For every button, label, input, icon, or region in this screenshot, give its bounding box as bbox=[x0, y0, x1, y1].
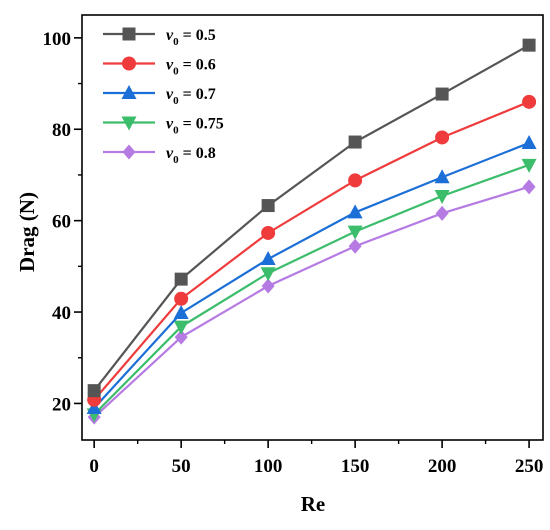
data-point bbox=[348, 135, 362, 149]
data-point bbox=[522, 38, 536, 52]
data-point bbox=[260, 267, 276, 282]
legend-marker bbox=[121, 85, 137, 99]
data-point bbox=[347, 204, 363, 219]
series-line bbox=[93, 163, 530, 416]
x-tick-label: 150 bbox=[341, 456, 370, 477]
data-point bbox=[521, 134, 537, 149]
data-point bbox=[261, 199, 275, 213]
x-tick-label: 50 bbox=[172, 456, 191, 477]
legend-label: v0 = 0.5 bbox=[166, 27, 216, 48]
data-point bbox=[174, 291, 189, 306]
data-point bbox=[174, 329, 188, 345]
y-tick-label: 60 bbox=[52, 212, 71, 233]
x-tick-label: 100 bbox=[254, 456, 283, 477]
data-point bbox=[521, 158, 537, 173]
data-point bbox=[522, 179, 536, 195]
data-point bbox=[87, 384, 101, 398]
legend-marker bbox=[122, 144, 136, 160]
legend-label: v0 = 0.75 bbox=[166, 116, 224, 137]
series-line bbox=[93, 100, 530, 401]
series-line bbox=[93, 44, 530, 392]
y-tick-label: 20 bbox=[52, 394, 71, 415]
data-point bbox=[435, 87, 449, 101]
legend-label: v0 = 0.8 bbox=[166, 145, 216, 166]
legend-label: v0 = 0.6 bbox=[166, 57, 216, 78]
series-2 bbox=[86, 134, 537, 415]
legend-marker bbox=[122, 27, 136, 41]
data-point bbox=[261, 225, 276, 240]
x-axis-title: Re bbox=[301, 492, 326, 516]
legend: v0 = 0.5 v0 = 0.6 v0 = 0.7 v0 = 0.75 v0 = 0.… bbox=[103, 27, 224, 166]
data-point bbox=[173, 320, 189, 335]
legend-label: v0 = 0.7 bbox=[166, 86, 216, 107]
y-tick-label: 100 bbox=[43, 29, 72, 50]
data-point bbox=[173, 304, 189, 319]
data-point bbox=[522, 94, 537, 109]
data-point bbox=[348, 173, 363, 188]
data-point bbox=[435, 205, 449, 221]
legend-item: v0 = 0.75 bbox=[103, 116, 224, 137]
series-4 bbox=[87, 179, 536, 425]
x-tick-label: 200 bbox=[428, 456, 457, 477]
x-tick-label: 250 bbox=[515, 456, 544, 477]
data-point bbox=[174, 272, 188, 286]
legend-marker bbox=[121, 116, 137, 131]
data-point bbox=[261, 278, 275, 294]
data-point bbox=[86, 400, 102, 415]
series-line bbox=[93, 141, 530, 409]
y-tick-label: 80 bbox=[52, 120, 71, 141]
legend-item: v0 = 0.6 bbox=[103, 56, 216, 78]
data-point bbox=[434, 169, 450, 184]
y-axis-title: Drag (N) bbox=[15, 192, 39, 272]
data-point bbox=[348, 238, 362, 254]
legend-item: v0 = 0.8 bbox=[103, 144, 216, 166]
y-tick-label: 40 bbox=[52, 303, 71, 324]
series-1 bbox=[87, 94, 537, 407]
plot-frame bbox=[81, 14, 544, 441]
series-0 bbox=[87, 38, 536, 398]
series-line bbox=[93, 185, 530, 418]
legend-item: v0 = 0.7 bbox=[103, 85, 216, 107]
data-point bbox=[347, 225, 363, 240]
data-point bbox=[434, 189, 450, 204]
legend-item: v0 = 0.5 bbox=[103, 27, 216, 48]
series-3 bbox=[86, 158, 537, 423]
legend-marker bbox=[122, 56, 136, 71]
data-point bbox=[435, 130, 450, 145]
x-tick-label: 0 bbox=[89, 456, 99, 477]
data-point bbox=[260, 251, 276, 266]
